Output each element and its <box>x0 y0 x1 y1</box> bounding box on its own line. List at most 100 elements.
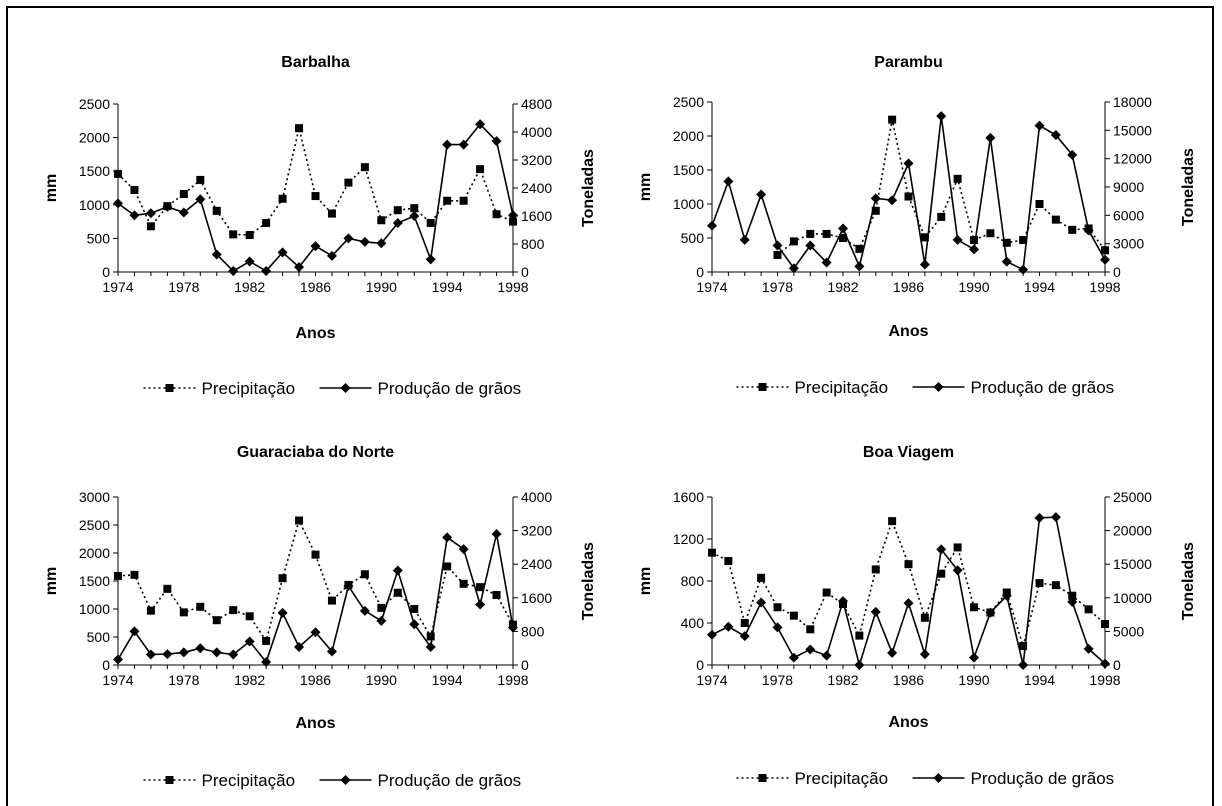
precipitacao-point <box>179 608 188 617</box>
producao-point <box>244 636 255 647</box>
precipitacao-point <box>1068 225 1077 234</box>
x-tick-label: 1986 <box>893 672 924 688</box>
producao-point <box>1083 225 1094 236</box>
producao-point <box>162 649 173 660</box>
y-axis-label: mm <box>637 567 654 595</box>
producao-point <box>1018 660 1029 670</box>
producao-point <box>952 565 963 576</box>
producao-point <box>359 236 370 247</box>
chart-title: Guaraciaba do Norte <box>237 444 394 461</box>
x-tick-label: 1986 <box>893 279 924 295</box>
y2-tick-label: 12000 <box>1113 151 1152 167</box>
x-tick-label: 1974 <box>696 672 727 688</box>
precipitacao-point <box>278 194 287 203</box>
precipitacao-point <box>970 236 978 245</box>
precipitacao-point <box>212 206 221 215</box>
producao-point <box>1067 596 1078 607</box>
legend-precip-label: Precipitação <box>202 379 296 398</box>
producao-point <box>772 240 783 251</box>
y-tick-label: 1000 <box>79 601 110 617</box>
y2-tick-label: 0 <box>1113 657 1121 673</box>
producao-point <box>409 619 420 630</box>
producao-line <box>711 516 1106 668</box>
producao-point <box>707 220 717 231</box>
producao-point <box>838 223 848 234</box>
precipitacao-point <box>130 186 139 195</box>
precipitacao-point <box>920 613 929 622</box>
precipitacao-point <box>1068 591 1077 600</box>
y-tick-label: 0 <box>102 657 110 673</box>
precipitacao-point <box>196 175 205 184</box>
precipitacao-point <box>393 206 402 215</box>
producao-point <box>508 622 518 633</box>
x-tick-label: 1998 <box>497 279 528 295</box>
precipitacao-point <box>1101 620 1109 629</box>
precipitacao-point <box>740 619 749 627</box>
precipitacao-point <box>806 625 815 634</box>
x-tick-label: 1998 <box>1089 672 1120 688</box>
precipitacao-point <box>114 169 122 178</box>
precipitacao-point <box>953 543 962 552</box>
precipitacao-point <box>459 196 468 205</box>
producao-point <box>788 263 799 274</box>
y2-tick-label: 0 <box>521 657 529 673</box>
precipitacao-point <box>426 218 435 227</box>
y2-tick-label: 5000 <box>1113 623 1144 639</box>
y-tick-label: 0 <box>102 264 110 280</box>
legend-producao-marker <box>933 773 944 783</box>
y2-axis-label: Toneladas <box>1180 542 1197 620</box>
y2-tick-label: 0 <box>521 264 529 280</box>
producao-point <box>1034 120 1045 131</box>
y2-tick-label: 2400 <box>521 180 552 196</box>
producao-point <box>805 644 816 655</box>
producao-point <box>425 254 436 265</box>
y2-tick-label: 4000 <box>521 489 552 505</box>
producao-point <box>310 627 321 638</box>
producao-point <box>1001 590 1012 601</box>
precipitacao-point <box>295 124 304 133</box>
producao-point <box>113 198 123 209</box>
producao-point <box>442 139 453 150</box>
producao-point <box>244 256 255 267</box>
x-axis-label: Anos <box>296 715 336 732</box>
x-tick-label: 1994 <box>432 672 463 688</box>
chart-title: Barbalha <box>281 54 350 71</box>
producao-point <box>508 210 518 221</box>
producao-point <box>756 189 767 200</box>
y-tick-label: 1000 <box>673 196 704 212</box>
producao-point <box>178 207 189 218</box>
precipitacao-point <box>360 570 369 579</box>
y2-tick-label: 10000 <box>1113 590 1152 606</box>
precipitacao-line <box>117 518 514 643</box>
y-tick-label: 3000 <box>79 489 110 505</box>
producao-point <box>952 234 963 245</box>
producao-point <box>458 139 469 150</box>
x-tick-label: 1982 <box>827 672 858 688</box>
producao-point <box>475 599 486 610</box>
x-tick-label: 1974 <box>102 672 133 688</box>
x-axis-label: Anos <box>296 325 336 342</box>
y2-axis-label: Toneladas <box>1180 148 1197 226</box>
precipitacao-point <box>262 218 271 227</box>
precipitacao-point <box>443 562 452 571</box>
precipitacao-point <box>245 612 254 621</box>
y-tick-label: 1500 <box>79 573 110 589</box>
producao-point <box>343 233 354 244</box>
y2-tick-label: 9000 <box>1113 179 1144 195</box>
producao-point <box>129 626 140 637</box>
legend-precip-label: Precipitação <box>795 378 889 397</box>
producao-point <box>261 657 272 668</box>
y2-tick-label: 3200 <box>521 523 552 539</box>
precipitacao-point <box>904 192 913 201</box>
precipitacao-point <box>295 516 304 525</box>
precipitacao-point <box>377 603 386 612</box>
producao-point <box>919 259 930 270</box>
precipitacao-point <box>904 560 913 569</box>
x-tick-label: 1994 <box>432 279 463 295</box>
y2-tick-label: 1600 <box>521 208 552 224</box>
y2-tick-label: 4000 <box>521 124 552 140</box>
precipitacao-point <box>1101 246 1109 255</box>
y2-tick-label: 3000 <box>1113 236 1144 252</box>
producao-point <box>228 265 239 276</box>
producao-point <box>392 565 403 576</box>
